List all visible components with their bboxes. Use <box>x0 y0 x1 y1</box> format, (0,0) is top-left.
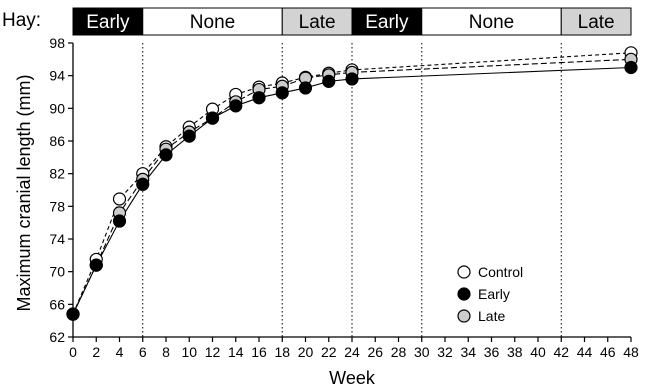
x-tick-label: 26 <box>367 344 383 360</box>
x-tick-label: 44 <box>577 344 593 360</box>
x-tick-label: 40 <box>530 344 546 360</box>
data-point <box>624 60 638 75</box>
hay-segment <box>281 7 353 36</box>
hay-segment <box>142 7 283 36</box>
x-tick-label: 10 <box>181 344 197 360</box>
x-tick-label: 12 <box>205 344 221 360</box>
y-tick-label: 70 <box>49 264 65 280</box>
x-tick-label: 18 <box>274 344 290 360</box>
x-tick-label: 2 <box>92 344 100 360</box>
hay-bar: Hay: Early None Late Early None Late <box>2 7 632 36</box>
data-point <box>66 307 80 321</box>
y-tick-label: 98 <box>49 35 65 51</box>
data-point <box>298 81 313 95</box>
legend-marker <box>457 265 471 279</box>
y-axis-label: Maximum cranial length (mm) <box>14 74 34 311</box>
x-tick-label: 36 <box>484 344 500 360</box>
x-tick-label: 14 <box>228 344 244 360</box>
series-line <box>72 58 632 315</box>
data-point <box>345 72 359 86</box>
data-point <box>322 74 336 88</box>
y-tick-label: 74 <box>49 231 65 247</box>
data-point <box>136 177 150 191</box>
x-tick-label: 28 <box>391 344 407 360</box>
data-point <box>229 99 243 113</box>
data-point <box>182 129 196 143</box>
x-tick-label: 8 <box>162 344 170 360</box>
x-axis-label: Week <box>329 368 376 388</box>
legend-label: Control <box>478 264 523 280</box>
legend-label: Late <box>478 308 505 324</box>
legend-label: Early <box>478 286 510 302</box>
x-tick-label: 4 <box>116 344 124 360</box>
data-point <box>112 192 127 206</box>
legend: Control Early Late <box>457 264 523 324</box>
x-tick-label: 30 <box>414 344 430 360</box>
x-tick-label: 38 <box>507 344 523 360</box>
y-tick-label: 90 <box>49 100 65 116</box>
hay-segment-label: None <box>469 12 514 33</box>
y-tick-label: 66 <box>49 296 65 312</box>
x-tick-label: 34 <box>460 344 476 360</box>
data-point <box>275 86 289 100</box>
data-point <box>112 214 127 228</box>
x-tick-label: 22 <box>321 344 337 360</box>
data-series <box>66 46 638 321</box>
x-tick-label: 48 <box>623 344 639 360</box>
data-point <box>205 111 220 125</box>
x-tick-label: 42 <box>553 344 569 360</box>
x-tick-label: 6 <box>139 344 147 360</box>
hay-segment-label: Late <box>578 12 615 33</box>
hay-segment-label: Late <box>299 12 336 33</box>
x-tick-label: 20 <box>298 344 314 360</box>
x-tick-label: 46 <box>600 344 616 360</box>
hay-segment <box>72 7 144 36</box>
y-tick-label: 78 <box>49 198 65 214</box>
data-point <box>159 148 173 162</box>
hay-segment <box>560 7 632 36</box>
hay-label: Hay: <box>2 10 41 31</box>
y-tick-label: 86 <box>49 133 65 149</box>
hay-segment-label: Early <box>86 12 130 33</box>
x-tick-label: 32 <box>437 344 453 360</box>
y-tick-label: 62 <box>49 329 65 345</box>
hay-segment-label: None <box>190 12 235 33</box>
data-point <box>89 258 103 272</box>
x-tick-label: 16 <box>251 344 267 360</box>
x-tick-label: 24 <box>344 344 360 360</box>
hay-segment-label: Early <box>365 12 409 33</box>
y-tick-label: 82 <box>49 166 65 182</box>
data-point <box>252 91 266 105</box>
y-tick-label: 94 <box>49 68 65 84</box>
legend-marker <box>457 287 471 301</box>
x-tick-label: 0 <box>69 344 77 360</box>
legend-marker <box>457 309 471 323</box>
hay-segment <box>421 7 562 36</box>
